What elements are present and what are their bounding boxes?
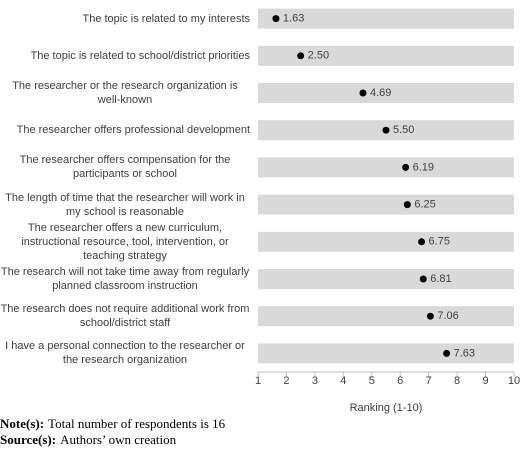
x-axis-label: Ranking (1-10) [350, 402, 423, 414]
note: Note(s): Total number of respondents is 1… [0, 416, 225, 432]
category-label: The researcher offers a new curriculum, … [21, 221, 229, 262]
x-tick-label: 7 [426, 375, 432, 387]
stripe [258, 157, 514, 178]
category-label-box: The researcher or the research organizat… [0, 75, 250, 111]
category-label-box: I have a personal connection to the rese… [0, 335, 250, 371]
category-label: I have a personal connection to the rese… [5, 340, 245, 367]
value-label: 6.75 [429, 236, 450, 248]
category-label-box: The researcher offers a new curriculum, … [0, 221, 250, 262]
category-label-box: The research does not require additional… [0, 298, 250, 334]
value-label: 4.69 [370, 87, 391, 99]
note-label: Note(s): [0, 416, 45, 431]
source-text: Authors’ own creation [60, 432, 177, 447]
stripe [258, 194, 514, 215]
dot [402, 163, 410, 171]
value-label: 1.63 [283, 13, 304, 25]
stripe [258, 8, 514, 29]
dot [418, 238, 426, 246]
value-label: 5.50 [393, 124, 414, 136]
category-label: The length of time that the researcher w… [5, 191, 245, 218]
category-label-box: The researcher offers compensation for t… [0, 149, 250, 185]
value-label: 2.50 [308, 50, 329, 62]
category-label: The researcher offers professional devel… [16, 124, 250, 137]
value-label: 7.63 [454, 347, 475, 359]
dot [403, 201, 411, 209]
dot [443, 349, 451, 357]
x-tick-label: 1 [255, 375, 261, 387]
dot [419, 275, 427, 283]
category-label-box: The topic is related to my interests [82, 1, 250, 37]
x-tick-label: 5 [369, 375, 375, 387]
dot [359, 89, 367, 97]
note-text: Total number of respondents is 16 [48, 416, 226, 431]
category-label-box: The length of time that the researcher w… [0, 187, 250, 223]
stripe [258, 343, 514, 364]
x-tick-label: 9 [482, 375, 488, 387]
value-label: 6.25 [414, 199, 435, 211]
category-label: The researcher offers compensation for t… [19, 154, 231, 181]
x-tick-label: 10 [508, 375, 520, 387]
stripe [258, 306, 514, 327]
x-tick-label: 8 [454, 375, 460, 387]
dot [426, 312, 434, 320]
value-label: 6.81 [430, 273, 451, 285]
source-label: Source(s): [0, 432, 57, 447]
category-label: The topic is related to school/district … [30, 49, 250, 62]
stripe [258, 269, 514, 289]
dot [382, 126, 390, 134]
x-tick-label: 2 [283, 375, 289, 387]
category-label: The research does not require additional… [0, 303, 250, 330]
category-label: The topic is related to my interests [82, 12, 250, 25]
dot [297, 52, 305, 60]
x-tick-label: 4 [340, 375, 346, 387]
dot [272, 15, 280, 23]
value-label: 6.19 [413, 161, 434, 173]
stripe [258, 45, 514, 66]
x-tick-label: 6 [397, 375, 403, 387]
stripe [258, 231, 514, 252]
category-label: The research will not take time away fro… [0, 266, 250, 292]
category-label-box: The researcher offers professional devel… [17, 112, 250, 148]
category-label-box: The topic is related to school/district … [31, 38, 250, 74]
x-tick-label: 3 [312, 375, 318, 387]
category-label-box: The research will not take time away fro… [0, 261, 250, 297]
stripe [258, 83, 514, 103]
source: Source(s): Authors’ own creation [0, 432, 176, 448]
value-label: 7.06 [437, 310, 458, 322]
category-label: The researcher or the research organizat… [12, 80, 238, 106]
